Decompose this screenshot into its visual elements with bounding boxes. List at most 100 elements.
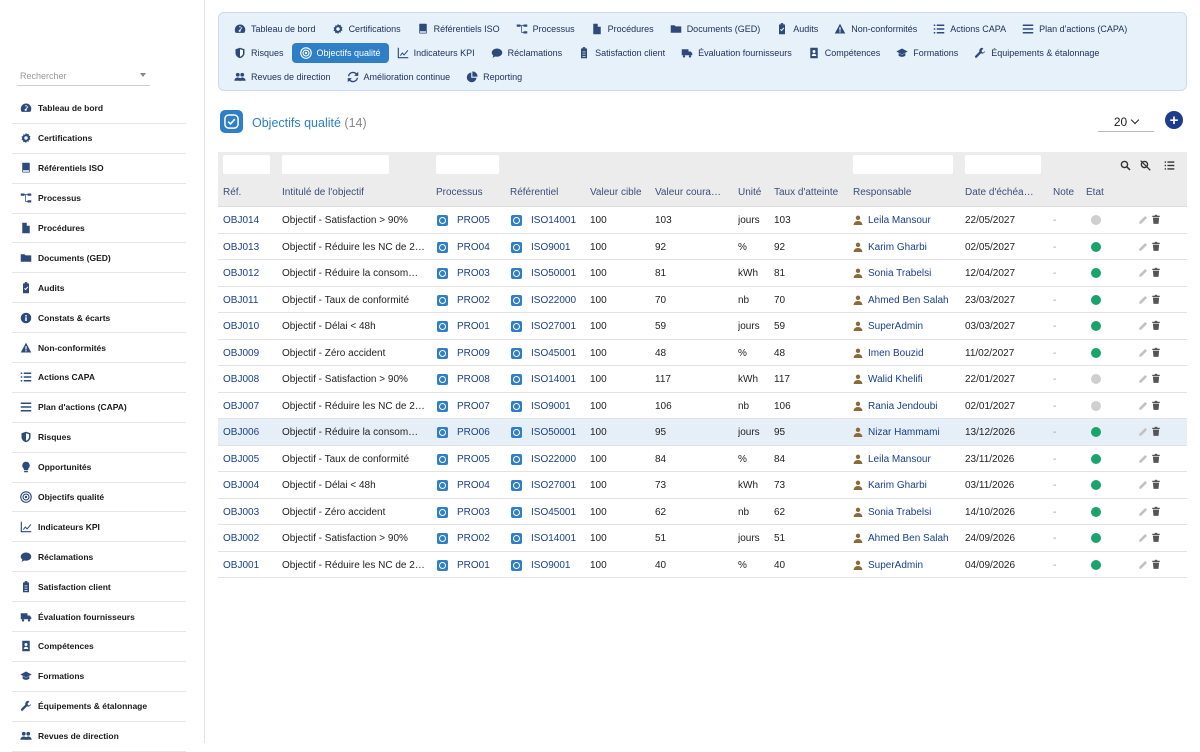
tab-id-badge[interactable]: Compétences [800,43,889,63]
cell-processus[interactable]: PRO09 [457,347,490,359]
tab-chart-line[interactable]: Indicateurs KPI [389,43,483,63]
delete-trash-icon[interactable] [1151,373,1161,384]
filter-responsable-input[interactable] [853,155,953,174]
cell-responsable[interactable]: Sonia Trabelsi [868,268,932,279]
edit-pencil-icon[interactable] [1138,374,1148,384]
tab-dashboard[interactable]: Tableau de bord [226,19,324,39]
header-responsable[interactable]: Responsable [853,187,912,198]
cell-responsable[interactable]: Leila Mansour [868,215,931,226]
cell-ref[interactable]: OBJ010 [223,321,260,332]
tab-sync[interactable]: Amélioration continue [339,67,459,87]
edit-pencil-icon[interactable] [1138,427,1148,437]
edit-pencil-icon[interactable] [1138,560,1148,570]
cell-processus[interactable]: PRO07 [457,400,490,412]
tab-bars[interactable]: Plan d'actions (CAPA) [1014,19,1135,39]
header-intitule[interactable]: Intitulé de l'objectif [282,187,364,198]
cell-processus[interactable]: PRO02 [457,533,490,544]
sidebar-item-graduation-cap[interactable]: Formations [12,662,186,692]
cell-ref[interactable]: OBJ014 [223,215,260,226]
delete-trash-icon[interactable] [1151,400,1161,411]
cell-referentiel[interactable]: ISO22000 [531,294,577,306]
tab-shield[interactable]: Risques [226,43,292,63]
tab-users[interactable]: Revues de direction [226,67,339,87]
sidebar-item-chart-line[interactable]: Indicateurs KPI [12,512,186,543]
cell-referentiel[interactable]: ISO50001 [531,427,577,438]
header-unite[interactable]: Unité [738,187,762,198]
cell-ref[interactable]: OBJ002 [223,533,260,544]
sidebar-item-file[interactable]: Procédures [12,214,186,244]
cell-processus[interactable]: PRO01 [457,321,490,332]
delete-trash-icon[interactable] [1151,559,1161,570]
cell-referentiel[interactable]: ISO27001 [531,321,577,332]
sidebar-item-sitemap[interactable]: Processus [12,184,186,214]
cell-responsable[interactable]: Ahmed Ben Salah [868,294,949,306]
table-row[interactable]: OBJ006 Objectif - Réduire la consommation… [218,419,1187,446]
filter-processus-input[interactable] [436,155,499,174]
delete-trash-icon[interactable] [1151,453,1161,464]
tab-list[interactable]: Actions CAPA [925,19,1014,39]
delete-trash-icon[interactable] [1151,506,1161,517]
tab-warning-triangle[interactable]: Non-conformités [826,19,925,39]
cell-processus[interactable]: PRO04 [457,241,490,253]
tab-folder[interactable]: Documents (GED) [662,19,769,39]
table-row[interactable]: OBJ003 Objectif - Zéro accident PRO03 ISO45… [218,499,1187,525]
edit-pencil-icon[interactable] [1138,507,1148,517]
cell-referentiel[interactable]: ISO27001 [531,480,577,491]
header-cible[interactable]: Valeur cible [590,187,642,198]
cell-responsable[interactable]: Rania Jendoubi [868,400,938,412]
sidebar-item-truck[interactable]: Évaluation fournisseurs [12,602,186,633]
edit-pencil-icon[interactable] [1138,242,1148,252]
column-list-icon[interactable] [1164,158,1175,170]
cell-referentiel[interactable]: ISO9001 [531,241,571,253]
header-note[interactable]: Note [1053,187,1075,198]
delete-trash-icon[interactable] [1151,532,1161,543]
tab-book[interactable]: Référentiels ISO [409,19,508,39]
filter-ref-input[interactable] [223,155,270,174]
delete-trash-icon[interactable] [1151,426,1161,437]
tab-clipboard[interactable]: Satisfaction client [570,43,673,63]
tab-graduation-cap[interactable]: Formations [888,43,966,63]
clear-search-icon[interactable] [1140,158,1151,171]
cell-responsable[interactable]: Imen Bouzid [868,347,924,359]
table-row[interactable]: OBJ007 Objectif - Réduire les NC de 20% PR… [218,393,1187,419]
header-processus[interactable]: Processus [436,187,483,198]
tab-comment[interactable]: Réclamations [483,43,571,63]
table-row[interactable]: OBJ008 Objectif - Satisfaction > 90% PRO08… [218,366,1187,393]
cell-referentiel[interactable]: ISO9001 [531,400,571,412]
sidebar-item-id-badge[interactable]: Compétences [12,632,186,662]
filter-echeance-input[interactable] [965,155,1041,174]
table-row[interactable]: OBJ013 Objectif - Réduire les NC de 20% PR… [218,234,1187,260]
edit-pencil-icon[interactable] [1138,348,1148,358]
table-row[interactable]: OBJ001 Objectif - Réduire les NC de 20% PR… [218,552,1187,578]
sidebar-item-bars[interactable]: Plan d'actions (CAPA) [12,393,186,423]
table-row[interactable]: OBJ014 Objectif - Satisfaction > 90% PRO05… [218,207,1187,234]
cell-processus[interactable]: PRO01 [457,559,490,571]
tab-sitemap[interactable]: Processus [508,19,583,39]
delete-trash-icon[interactable] [1151,320,1161,331]
cell-processus[interactable]: PRO06 [457,427,490,438]
cell-referentiel[interactable]: ISO9001 [531,559,571,571]
header-etat[interactable]: État [1086,187,1104,198]
cell-responsable[interactable]: Ahmed Ben Salah [868,533,949,544]
sidebar-item-gear[interactable]: Certifications [12,124,186,154]
edit-pencil-icon[interactable] [1138,295,1148,305]
cell-processus[interactable]: PRO05 [457,453,490,465]
sidebar-item-shield[interactable]: Risques [12,423,186,453]
header-ref[interactable]: Réf. [223,187,242,198]
cell-referentiel[interactable]: ISO45001 [531,506,577,518]
delete-trash-icon[interactable] [1151,479,1161,490]
sidebar-item-lightbulb[interactable]: Opportunités [12,453,186,483]
sidebar-item-tools[interactable]: Équipements & étalonnage [12,692,186,722]
table-row[interactable]: OBJ002 Objectif - Satisfaction > 90% PRO02… [218,525,1187,552]
edit-pencil-icon[interactable] [1138,215,1148,225]
cell-responsable[interactable]: Karim Gharbi [868,241,927,253]
tab-clipboard-check[interactable]: Audits [768,19,826,39]
sidebar-item-book[interactable]: Référentiels ISO [12,154,186,184]
header-taux[interactable]: Taux d'atteinte [774,187,839,198]
cell-processus[interactable]: PRO03 [457,268,490,279]
sidebar-item-comment[interactable]: Réclamations [12,542,186,573]
cell-ref[interactable]: OBJ004 [223,480,260,491]
cell-responsable[interactable]: Karim Gharbi [868,480,927,491]
edit-pencil-icon[interactable] [1138,268,1148,278]
cell-processus[interactable]: PRO02 [457,294,490,306]
